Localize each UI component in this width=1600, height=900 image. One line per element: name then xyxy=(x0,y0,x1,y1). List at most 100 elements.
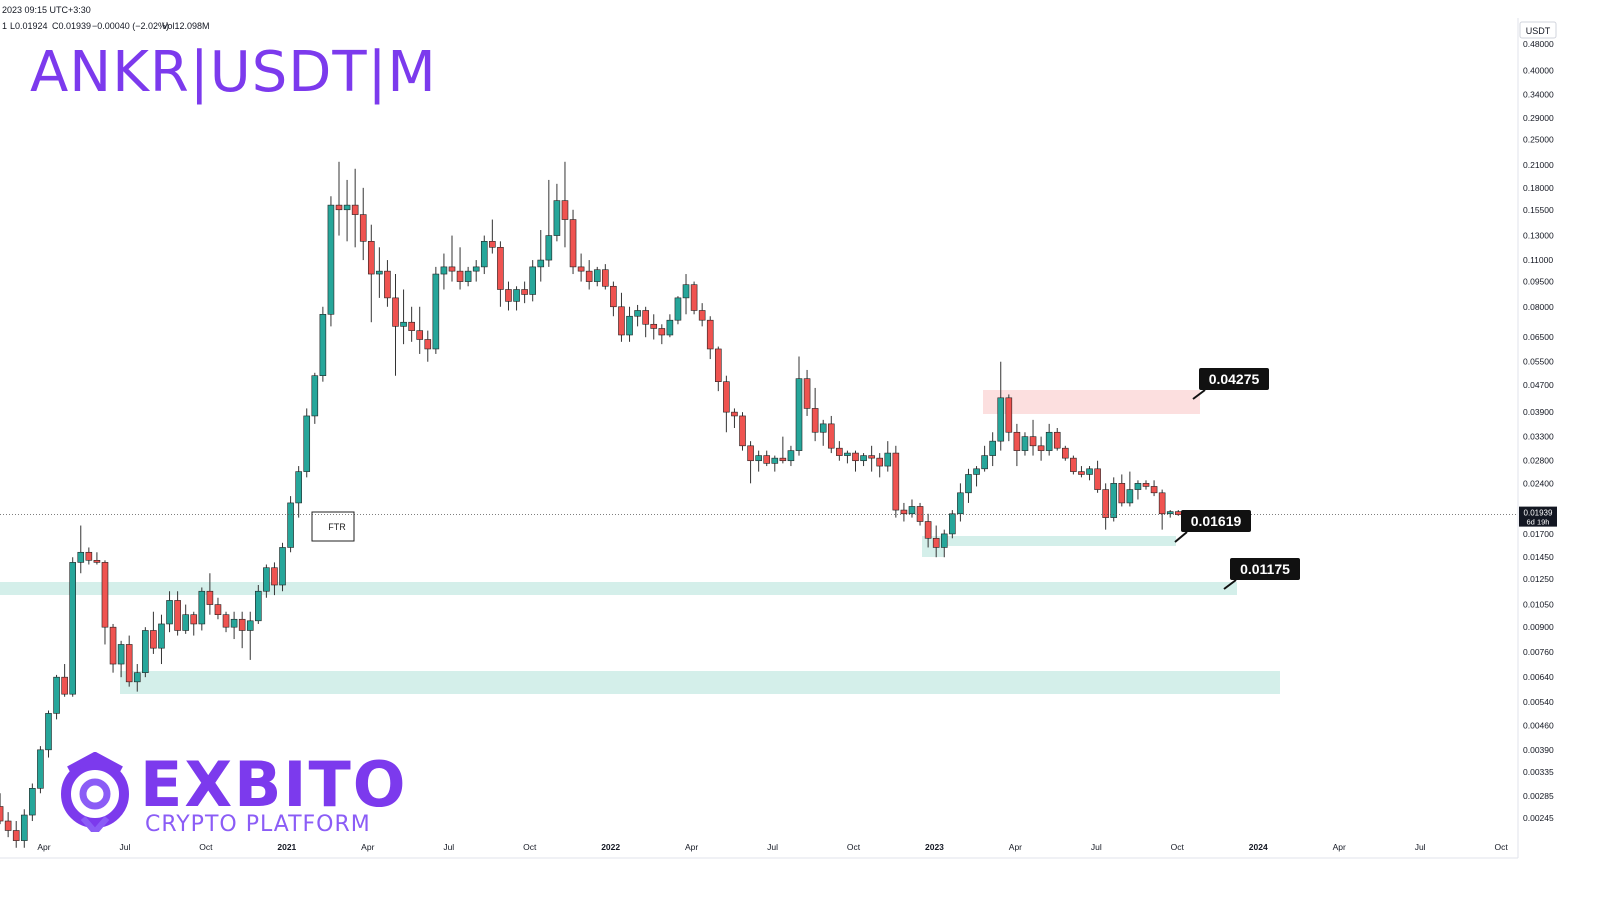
candle xyxy=(803,369,811,416)
price-tick-label: 0.04700 xyxy=(1523,380,1554,390)
current-price-badge xyxy=(1519,506,1557,527)
candle xyxy=(319,306,327,382)
candle xyxy=(45,710,52,758)
candle xyxy=(827,415,835,454)
candle-body xyxy=(779,457,787,462)
candle xyxy=(109,623,117,673)
candle-body xyxy=(133,672,141,683)
zones-layer xyxy=(0,390,1280,694)
price-tick-label: 0.15500 xyxy=(1523,205,1554,215)
candle xyxy=(787,445,795,467)
time-tick-label: Oct xyxy=(847,842,861,852)
candle-body xyxy=(408,321,415,331)
price-tick-label: 0.00760 xyxy=(1523,647,1554,657)
candle xyxy=(690,281,698,315)
candle-body xyxy=(561,200,569,220)
candle xyxy=(489,219,496,254)
demand-zone-upper xyxy=(922,536,1176,546)
currency-label: USDT xyxy=(1526,26,1551,36)
candle xyxy=(884,441,892,472)
candle xyxy=(343,179,351,242)
candle-body xyxy=(327,204,335,315)
callout-box xyxy=(1230,558,1300,580)
callout-pointer xyxy=(1174,531,1188,543)
candle xyxy=(238,611,246,649)
candle-body xyxy=(376,270,383,275)
candle xyxy=(949,510,956,539)
legend-volume: Vol12.098M xyxy=(162,21,210,31)
candle-body xyxy=(1029,436,1037,447)
candle-body xyxy=(1174,511,1182,515)
candle xyxy=(1021,432,1029,456)
price-tick-label: 0.05500 xyxy=(1523,357,1554,367)
time-tick-label: 2021 xyxy=(277,842,296,852)
time-tick-label: Jul xyxy=(767,842,778,852)
candle xyxy=(367,224,375,323)
candle-body xyxy=(53,676,60,714)
candle-body xyxy=(569,219,577,268)
candle xyxy=(723,375,730,433)
callout-box xyxy=(1199,368,1269,390)
candle xyxy=(1158,489,1166,530)
candle-body xyxy=(1062,447,1069,459)
candle xyxy=(1110,477,1118,522)
demand-zone-mid xyxy=(0,582,1237,595)
candle-body xyxy=(238,618,246,631)
candle-body xyxy=(674,297,682,321)
time-tick-label: Apr xyxy=(37,842,50,852)
candle xyxy=(271,562,278,596)
candle xyxy=(359,187,367,261)
candle-body xyxy=(803,378,811,409)
time-tick-label: Apr xyxy=(361,842,374,852)
price-tick-label: 0.00540 xyxy=(1523,697,1554,707)
candle-body xyxy=(787,450,795,462)
candle xyxy=(303,408,311,478)
candle-body xyxy=(602,269,609,287)
candle-body xyxy=(101,562,109,628)
candle xyxy=(819,419,827,446)
candle-body xyxy=(440,266,448,275)
candle-body xyxy=(642,310,649,325)
candle-body xyxy=(206,590,214,605)
candle xyxy=(392,274,399,376)
candle-body xyxy=(456,270,464,282)
candle-body xyxy=(279,547,286,586)
candles-layer xyxy=(0,161,1182,848)
countdown-label: 6d 19h xyxy=(1527,518,1550,527)
candle xyxy=(351,168,359,248)
candle-body xyxy=(448,266,456,272)
candle xyxy=(1166,510,1174,518)
exbito-logo-icon xyxy=(61,752,129,832)
candle-body xyxy=(1021,436,1029,451)
candle xyxy=(117,640,125,678)
candle-body xyxy=(811,408,819,433)
legend-date: 2023 09:15 UTC+3:30 xyxy=(2,5,91,15)
legend-low: L0.01924 xyxy=(10,21,48,31)
candle-body xyxy=(295,471,302,504)
candle xyxy=(1045,423,1053,456)
candle xyxy=(755,450,762,472)
candle xyxy=(206,573,214,615)
candle-body xyxy=(109,626,117,665)
candle xyxy=(424,330,432,362)
candle-body xyxy=(763,455,771,464)
candle xyxy=(327,196,335,327)
price-tick-label: 0.01450 xyxy=(1523,552,1554,562)
candle xyxy=(12,821,20,848)
demand-zone-low xyxy=(120,671,1280,694)
candle-body xyxy=(125,644,133,683)
callout-label: 0.01175 xyxy=(1240,561,1290,577)
time-tick-label: Apr xyxy=(685,842,698,852)
candle xyxy=(593,266,601,287)
logo-wordmark: EXBITO xyxy=(140,748,408,821)
candle-body xyxy=(1094,468,1101,490)
candle xyxy=(53,674,60,720)
candle xyxy=(497,241,504,307)
candle-body xyxy=(287,502,294,548)
candle-body xyxy=(618,306,625,336)
candle xyxy=(133,664,141,692)
price-tick-label: 0.40000 xyxy=(1523,66,1554,76)
candle xyxy=(464,266,472,287)
candle xyxy=(940,529,948,558)
